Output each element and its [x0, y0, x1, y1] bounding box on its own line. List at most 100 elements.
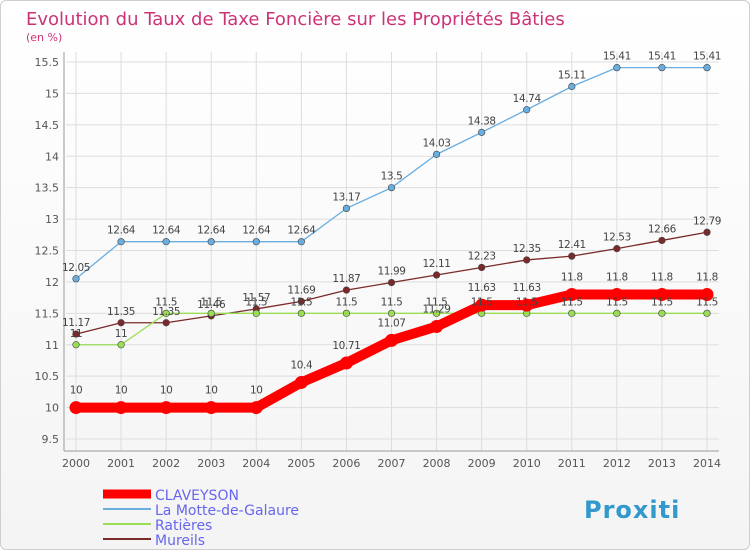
y-tick-label: 13.5 — [35, 182, 60, 195]
y-tick-label: 13 — [45, 213, 59, 226]
data-label: 10 — [160, 385, 173, 397]
data-point — [568, 252, 576, 260]
x-tick-label: 2007 — [378, 457, 406, 470]
data-point — [430, 320, 444, 334]
data-label: 12.64 — [107, 225, 136, 237]
data-label: 12.05 — [62, 262, 90, 274]
data-label: 11 — [115, 328, 128, 340]
grid-lines — [66, 52, 719, 451]
x-tick-label: 2009 — [468, 457, 496, 470]
data-point — [432, 309, 441, 317]
x-tick-label: 2000 — [62, 457, 90, 470]
legend-label: CLAVEYSON — [155, 488, 239, 504]
data-point — [655, 287, 669, 301]
chart-title: Evolution du Taux de Taxe Foncière sur l… — [26, 9, 565, 30]
data-point — [69, 401, 83, 415]
data-point — [523, 256, 531, 264]
data-label: 11.07 — [377, 317, 405, 329]
data-label: 14.38 — [468, 115, 496, 127]
data-point — [114, 401, 128, 415]
data-label: 11.63 — [513, 282, 541, 294]
data-label: 15.41 — [648, 51, 676, 63]
data-label: 11.87 — [332, 273, 360, 285]
y-tick-label: 12.5 — [35, 245, 60, 258]
data-point — [162, 238, 170, 246]
data-label: 11.8 — [651, 271, 673, 283]
data-point — [478, 128, 486, 136]
data-label: 11 — [70, 328, 83, 340]
data-label: 11.5 — [651, 296, 673, 308]
data-label: 10 — [70, 385, 83, 397]
x-tick-label: 2006 — [332, 457, 360, 470]
data-label: 11.5 — [516, 296, 538, 308]
y-tick-label: 15.5 — [35, 56, 60, 69]
data-label: 12.23 — [468, 250, 496, 262]
data-label: 12.64 — [242, 225, 271, 237]
legend-label: Ratières — [155, 518, 212, 534]
data-point — [432, 271, 441, 279]
data-point — [613, 245, 621, 253]
data-point — [204, 401, 218, 415]
data-label: 11.5 — [381, 296, 403, 308]
data-point — [700, 287, 714, 301]
axes: 9.5 10 10.5 11 11.5 12 12.5 13 13.5 14 14.5 15 15.5 2… — [35, 52, 721, 470]
data-point — [72, 341, 80, 349]
logo-text: Proxiti — [584, 496, 680, 524]
x-tick-label: 2003 — [197, 457, 225, 470]
data-label: 13.5 — [381, 171, 403, 183]
data-point — [252, 238, 260, 246]
data-label: 11.5 — [336, 296, 358, 308]
x-tick-label: 2008 — [423, 457, 451, 470]
data-label: 11.5 — [606, 296, 628, 308]
x-tick-label: 2001 — [107, 457, 135, 470]
data-label: 10.4 — [290, 359, 312, 371]
proxiti-logo: Proxiti — [584, 496, 680, 524]
data-label: 12.35 — [513, 243, 541, 255]
x-tick-label: 2005 — [287, 457, 315, 470]
data-point — [297, 309, 305, 317]
data-label: 11.35 — [152, 306, 180, 318]
data-point — [339, 356, 353, 370]
data-point — [613, 64, 621, 72]
data-label: 11.5 — [426, 296, 448, 308]
y-tick-label: 11 — [45, 339, 59, 352]
y-tick-label: 15 — [45, 87, 59, 100]
data-label: 15.11 — [558, 70, 586, 82]
data-label: 11.46 — [197, 299, 226, 311]
data-point — [387, 184, 396, 192]
y-tick-label: 10 — [45, 402, 59, 415]
data-point — [568, 309, 576, 317]
data-label: 10 — [115, 385, 128, 397]
data-label: 11.17 — [62, 317, 90, 329]
y-tick-label: 14 — [45, 150, 59, 163]
data-label: 11.8 — [561, 271, 583, 283]
data-point — [520, 298, 534, 312]
data-point — [658, 236, 666, 245]
data-label: 11.5 — [290, 296, 312, 308]
data-point — [162, 319, 170, 327]
data-point — [297, 238, 305, 246]
data-point — [342, 204, 351, 213]
data-point — [387, 309, 396, 317]
data-point — [565, 287, 579, 301]
data-point — [117, 319, 125, 327]
legend-label: La Motte-de-Galaure — [155, 503, 299, 519]
data-label: 12.64 — [197, 225, 226, 237]
data-point — [207, 238, 215, 246]
chart-subtitle: (en %) — [26, 31, 62, 44]
data-labels: 10 10 10 10 10 10.4 10.71 11.07 11.29 11.63 11.63 1… — [62, 51, 721, 397]
data-label: 11.5 — [696, 296, 718, 308]
data-label: 11.99 — [377, 266, 405, 278]
data-label: 10 — [205, 385, 218, 397]
x-tick-label: 2014 — [693, 457, 721, 470]
data-point — [252, 309, 260, 317]
data-point — [613, 309, 621, 317]
data-label: 10 — [250, 385, 263, 397]
data-label: 11.8 — [696, 271, 718, 283]
data-label: 13.17 — [332, 191, 360, 203]
data-label: 11.5 — [471, 296, 493, 308]
data-point — [297, 297, 305, 305]
data-label: 14.03 — [423, 137, 451, 149]
data-label: 11.35 — [107, 306, 135, 318]
